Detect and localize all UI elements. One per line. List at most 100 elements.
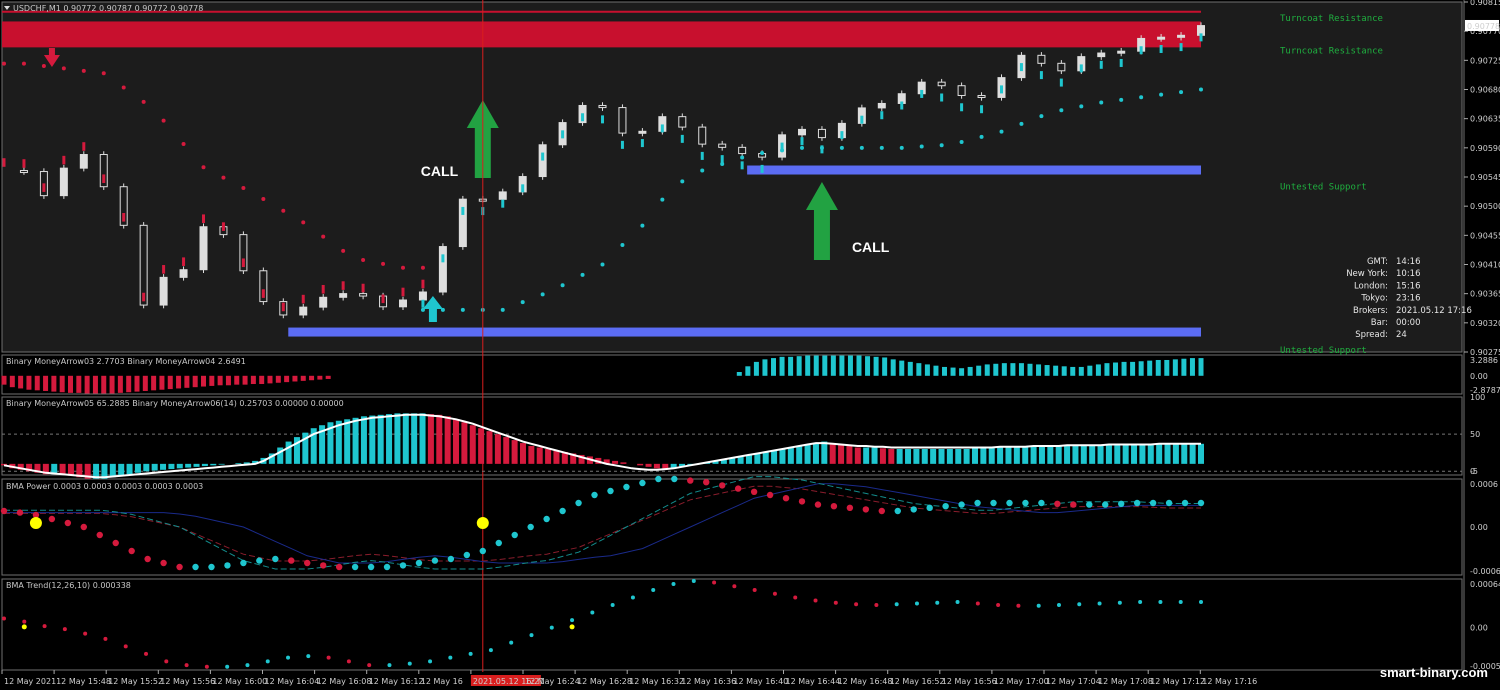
teal-trend-dot bbox=[879, 145, 884, 150]
green-up-arrow-icon bbox=[805, 182, 838, 260]
money-arrow-05-bar bbox=[846, 446, 853, 464]
trend-dot bbox=[1178, 600, 1183, 605]
money-arrow-bar bbox=[916, 363, 922, 376]
candle-body bbox=[319, 296, 328, 308]
money-arrow-bar bbox=[68, 375, 73, 393]
trend-dot bbox=[1199, 600, 1203, 605]
power-dot bbox=[367, 563, 375, 571]
money-arrow-05-bar bbox=[754, 453, 761, 464]
bearish-trend-indicator bbox=[2, 61, 425, 312]
red-trend-bar bbox=[42, 183, 46, 192]
money-arrow-bar bbox=[92, 375, 98, 394]
money-arrow-05-bar bbox=[59, 463, 66, 475]
candle-body bbox=[738, 146, 747, 155]
money-arrow-bar bbox=[1044, 365, 1050, 376]
teal-trend-dot bbox=[979, 134, 984, 139]
trend-dot bbox=[509, 640, 514, 645]
trend-dot bbox=[712, 580, 717, 585]
money-arrow-05-bar bbox=[469, 425, 476, 464]
trend-dot bbox=[570, 618, 575, 623]
teal-trend-bar bbox=[1159, 44, 1163, 53]
money-arrow-bar bbox=[882, 357, 888, 376]
money-arrow-bar bbox=[1027, 363, 1033, 376]
trend-dot bbox=[630, 595, 635, 600]
money-arrow-05-bar bbox=[804, 444, 811, 464]
money-arrow-bar bbox=[847, 355, 853, 376]
power-dot bbox=[1165, 499, 1173, 507]
trend-yellow-signal-dot bbox=[21, 624, 27, 630]
power-dot bbox=[878, 507, 885, 515]
bma-power-pane: BMA Power 0.0003 0.0003 0.0003 0.0003 0.… bbox=[0, 475, 1500, 576]
money-arrow-bar bbox=[805, 355, 811, 376]
money-arrow-05-bar bbox=[578, 454, 585, 464]
money-arrow-05-bar bbox=[210, 463, 217, 466]
money-arrow-05-bar bbox=[411, 413, 418, 464]
money-arrow-05-bar bbox=[787, 447, 794, 464]
teal-trend-bar bbox=[680, 134, 684, 143]
money-arrow-05-bar bbox=[494, 434, 501, 464]
red-trend-dot bbox=[221, 175, 226, 180]
time-tick-label: 12 May 2021 bbox=[4, 677, 56, 686]
candle-body bbox=[399, 299, 407, 308]
money-arrow-bar bbox=[109, 375, 115, 394]
money-arrow-05-bar bbox=[1089, 445, 1096, 464]
money-arrow-bar bbox=[317, 375, 323, 380]
level-label-2: Untested Support bbox=[1280, 183, 1367, 193]
money-arrow-bar bbox=[890, 359, 896, 376]
teal-trend-bar bbox=[720, 155, 724, 164]
session-value: 10:16 bbox=[1396, 269, 1421, 279]
trend-dot bbox=[996, 603, 1001, 608]
power-dot bbox=[750, 488, 758, 495]
power-dot bbox=[1149, 499, 1157, 507]
money-arrow-bar bbox=[1164, 359, 1170, 376]
money-arrow-05-bar bbox=[369, 415, 376, 464]
money-arrow-bar bbox=[1130, 361, 1136, 376]
red-trend-bar bbox=[162, 265, 166, 274]
pane-tick-label: 0.00 bbox=[1470, 523, 1488, 532]
money-arrow-05-bar bbox=[302, 432, 309, 464]
trend-dot bbox=[22, 619, 27, 624]
money-arrow-bar bbox=[873, 356, 879, 376]
pane-tick-label: -5 bbox=[1470, 467, 1478, 476]
trend-dot bbox=[813, 598, 818, 603]
money-arrow-05-bar bbox=[988, 447, 995, 464]
money-arrow-bar bbox=[209, 375, 215, 386]
money-arrow-bar bbox=[1172, 359, 1178, 376]
money-arrow-bar bbox=[192, 375, 198, 388]
session-value: 23:16 bbox=[1396, 294, 1421, 304]
teal-trend-bar bbox=[1039, 71, 1043, 80]
red-trend-dot bbox=[361, 257, 366, 262]
red-trend-dot bbox=[261, 197, 266, 202]
power-dot bbox=[830, 503, 838, 510]
price-tick-label: 0.90455 bbox=[1470, 231, 1500, 240]
teal-trend-bar bbox=[501, 199, 505, 208]
money-arrow-05-bar bbox=[771, 450, 778, 464]
money-arrow-05-bar bbox=[235, 463, 242, 464]
money-arrow-05-bar bbox=[151, 463, 158, 471]
money-arrow-05-bar bbox=[386, 414, 393, 464]
teal-trend-dot bbox=[1059, 108, 1064, 113]
teal-trend-dot bbox=[700, 168, 705, 173]
money-arrow-05-bar bbox=[1005, 447, 1012, 464]
main-pane-header: USDCHF,M1 0.90772 0.90787 0.90772 0.9077… bbox=[13, 4, 203, 13]
power-dot bbox=[974, 499, 981, 507]
money-arrow-05-bar bbox=[503, 437, 510, 464]
trend-dot bbox=[144, 651, 149, 656]
call-label: CALL bbox=[421, 163, 459, 179]
power-dot bbox=[192, 563, 199, 571]
money-arrow-bar bbox=[325, 375, 331, 379]
trend-dot bbox=[83, 631, 88, 636]
time-tick-label: 12 May 16:08 bbox=[317, 677, 372, 686]
money-arrow-bar bbox=[1053, 365, 1059, 376]
trend-dot bbox=[752, 587, 757, 592]
power-dot bbox=[814, 501, 822, 508]
candle-body bbox=[957, 85, 966, 96]
level-label-1: Turncoat Resistance bbox=[1280, 47, 1383, 57]
power-dot bbox=[463, 551, 471, 559]
money-arrow-bar bbox=[779, 356, 785, 376]
teal-trend-dot bbox=[580, 272, 585, 277]
money-arrow-05-bar bbox=[871, 447, 878, 464]
red-trend-dot bbox=[101, 71, 106, 76]
power-dot bbox=[1054, 500, 1061, 507]
